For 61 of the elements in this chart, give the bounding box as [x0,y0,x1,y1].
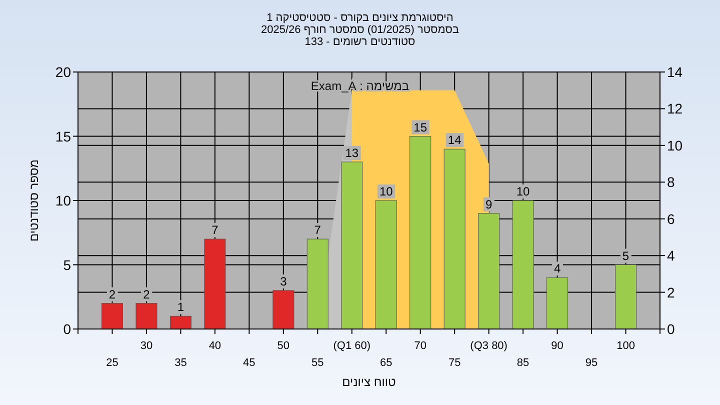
data-label: 2 [143,287,150,302]
x-tick-label: 100 [616,340,635,352]
bar [341,162,363,330]
data-label: 13 [345,146,359,160]
x-tick-label: 50 [277,340,290,352]
y2-tick-label: 12 [667,100,683,117]
x-tick-label: 35 [174,357,187,369]
x-tick-label: (Q1 60) [333,340,371,352]
bar [375,200,397,330]
x-tick-label: 25 [106,357,118,369]
x-tick-label: 55 [312,357,324,369]
y-tick-label: 15 [55,128,72,144]
x-tick-label: 95 [585,357,598,369]
bar [615,264,637,330]
bar [478,213,500,330]
x-tick-label: 90 [551,340,564,352]
x-tick-label: 70 [414,340,426,352]
data-label: 15 [414,120,428,134]
bar [546,277,568,330]
bar [101,303,123,330]
data-label: 7 [314,223,322,238]
bar [306,238,328,330]
data-label: 4 [554,262,561,276]
data-label: 1 [177,300,184,314]
x-tick-label: (Q3 80) [470,340,508,352]
bar [170,316,192,330]
data-label: 10 [379,184,394,198]
bar [272,290,294,330]
x-tick-label: 75 [448,357,461,369]
y2-tick-label: 2 [667,284,675,300]
bar [444,148,466,330]
x-tick-label: 30 [140,340,153,352]
y2-tick-label: 10 [667,137,683,154]
y-tick-label: 10 [55,192,72,208]
data-label: 3 [280,274,288,288]
x-axis-title: טווח ציונים [342,375,396,389]
bar [512,200,534,330]
data-label: 5 [622,248,630,263]
bar [410,136,432,330]
y-tick-label: 5 [63,256,72,273]
y-tick-label: 0 [63,321,72,337]
y-axis-title: מספר סטודנטים [27,159,41,242]
x-tick-label: 40 [208,340,222,352]
y-tick-label: 20 [55,64,72,80]
data-label: 9 [485,197,492,212]
bar [136,303,158,330]
y2-tick-label: 4 [667,248,675,264]
data-label: 2 [108,287,116,302]
x-tick-label: 65 [380,357,392,369]
x-tick-label: 45 [243,357,256,369]
chart-title: היסטוגרמת ציונים בקורס - סטטיסטיקה 1 [266,12,454,24]
bar [204,238,226,330]
y2-tick-label: 6 [667,210,675,227]
data-label: 10 [516,184,530,198]
data-label: 14 [448,133,462,148]
x-tick-label: 85 [516,357,530,369]
y2-tick-label: 14 [667,64,683,80]
y2-tick-label: 0 [667,321,675,337]
y2-tick-label: 8 [667,174,675,190]
data-label: 7 [212,223,219,238]
chart-subtitle: בסמסטר (01/2025) סמסטר חורף 2025/26 סטודנטים רשומים - 133 [260,24,460,48]
